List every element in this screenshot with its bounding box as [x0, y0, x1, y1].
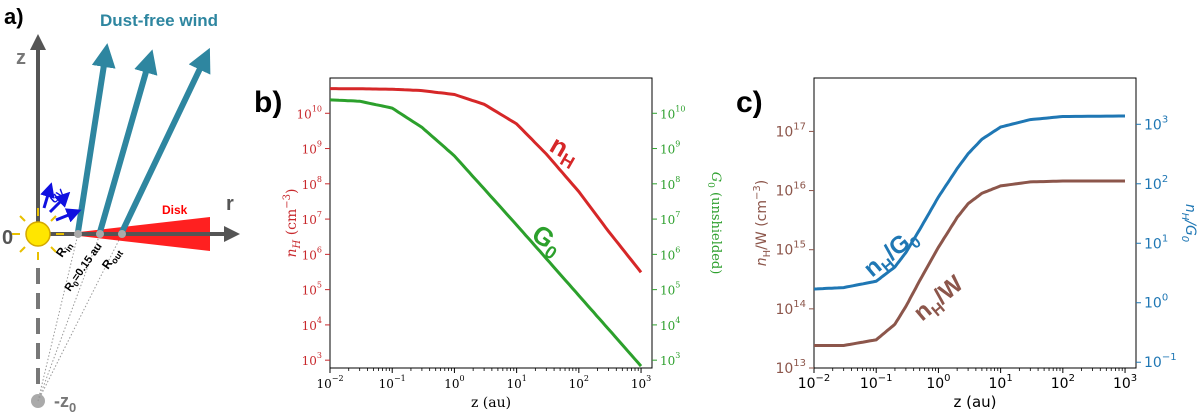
y-right-tick-label: 105: [660, 281, 680, 298]
x-tick-label: 102: [1051, 373, 1075, 392]
y-right-tick-label: 107: [660, 210, 680, 227]
y-left-tick-label: 1010: [297, 104, 322, 121]
wind-arrow-3: [119, 47, 211, 234]
wind-arrow-2: [97, 49, 158, 233]
y-left-tick-label: 1014: [775, 299, 806, 318]
y-left-tick-label: 1016: [775, 181, 806, 200]
x-tick-label: 103: [631, 374, 651, 391]
series-label-nh-w: nH/W: [909, 270, 972, 330]
series-line-c-1: [813, 114, 1125, 291]
star-icon: [12, 208, 64, 260]
y-right-tick-label: 103: [1144, 114, 1168, 133]
y-left-tick-label: 103: [302, 351, 322, 368]
r-axis-label: r: [226, 193, 234, 215]
x-tick-label: 100: [444, 374, 464, 391]
z-axis-label: z: [16, 47, 26, 69]
y-left-tick-label: 106: [302, 245, 322, 262]
projection-lines: [37, 233, 123, 402]
panel-b-ylabel-left: nH (cm−3): [282, 188, 303, 257]
series-label-g0: G0: [524, 218, 568, 263]
panel-c-frame: [813, 77, 1137, 369]
panel-b-frame: [329, 77, 653, 369]
x-tick-label: 10−2: [316, 374, 343, 391]
wind-arrows: [75, 43, 211, 234]
panel-b-label: b): [254, 86, 282, 119]
uv-label: UV: [48, 187, 68, 206]
x-tick-label: 102: [569, 374, 589, 391]
y-right-tick-label: 109: [660, 140, 680, 157]
x-tick-label: 10−1: [379, 374, 406, 391]
wind-label: Dust-free wind: [100, 11, 218, 30]
r-in-point: [74, 230, 82, 238]
x-tick-label: 101: [506, 374, 526, 391]
y-right-tick-label: 101: [1144, 233, 1168, 252]
y-right-tick-label: 10−1: [1144, 352, 1177, 371]
y-left-tick-label: 1013: [775, 358, 806, 377]
disk-label: Disk: [162, 203, 188, 217]
x-tick-label: 103: [1113, 373, 1137, 392]
r-out-point: [118, 230, 126, 238]
y-left-tick-label: 109: [302, 140, 322, 157]
series-label-nh-g0: nH/G0: [859, 223, 925, 286]
y-right-tick-label: 108: [660, 175, 680, 192]
y-right-tick-label: 104: [660, 316, 680, 333]
panel-b-xlabel: z (au): [471, 395, 511, 411]
series-line-c-0: [814, 179, 1125, 347]
r0-point: [96, 230, 104, 238]
panel-b-series: [329, 87, 643, 368]
panel-c-ylabel-right: nH/G0: [1179, 204, 1198, 242]
panel-b-ticks: 10−2 10−1 100 101 102 103 103 104 105 106 107 108 10…: [297, 104, 686, 391]
panel-b-chart: b) 10−2 10−1 100 101 102 10310310410510610710…: [254, 77, 723, 411]
z0-label: -z0: [54, 391, 76, 412]
y-left-tick-label: 107: [302, 210, 322, 227]
y-left-tick-label: 105: [302, 281, 322, 298]
y-right-tick-label: 1010: [660, 104, 685, 121]
y-left-tick-label: 1017: [775, 121, 806, 140]
x-tick-label: 101: [989, 373, 1013, 392]
series-line-b-0: [330, 87, 643, 274]
origin-label: 0: [2, 227, 13, 249]
x-tick-label: 10−2: [798, 373, 831, 392]
y-right-tick-label: 102: [1144, 174, 1168, 193]
x-tick-label: 10−1: [860, 373, 893, 392]
panel-c-series: [813, 114, 1125, 347]
series-line-b-1: [329, 98, 643, 368]
panel-a-schematic: a) z -z0 Disk r 0 Dust-free wind: [2, 4, 240, 412]
y-left-tick-label: 104: [302, 316, 322, 333]
panel-b-ylabel-right: G0 (unshielded): [705, 172, 723, 275]
panel-c-xlabel: z (au): [953, 393, 996, 411]
y-right-tick-label: 103: [660, 351, 680, 368]
series-label-nh: nH: [543, 129, 585, 173]
y-left-tick-label: 1015: [775, 240, 806, 259]
wind-arrow-1: [75, 43, 116, 233]
panel-c-chart: c) 10−2 10−1 100 101 102 10310131014101510161…: [736, 77, 1198, 411]
panel-a-label: a): [4, 4, 24, 29]
x-tick-label: 100: [926, 373, 950, 392]
y-right-tick-label: 100: [1144, 293, 1168, 312]
panel-c-ylabel-left: nH/W (cm−3): [752, 180, 773, 266]
uv-arrows: [40, 182, 82, 223]
y-right-tick-label: 106: [660, 245, 680, 262]
panel-c-ticks: 10−2 10−1 100 101 102 103 1013 1014 1015 1016 1017…: [775, 114, 1176, 392]
panel-c-label: c): [736, 86, 763, 119]
y-left-tick-label: 108: [302, 175, 322, 192]
